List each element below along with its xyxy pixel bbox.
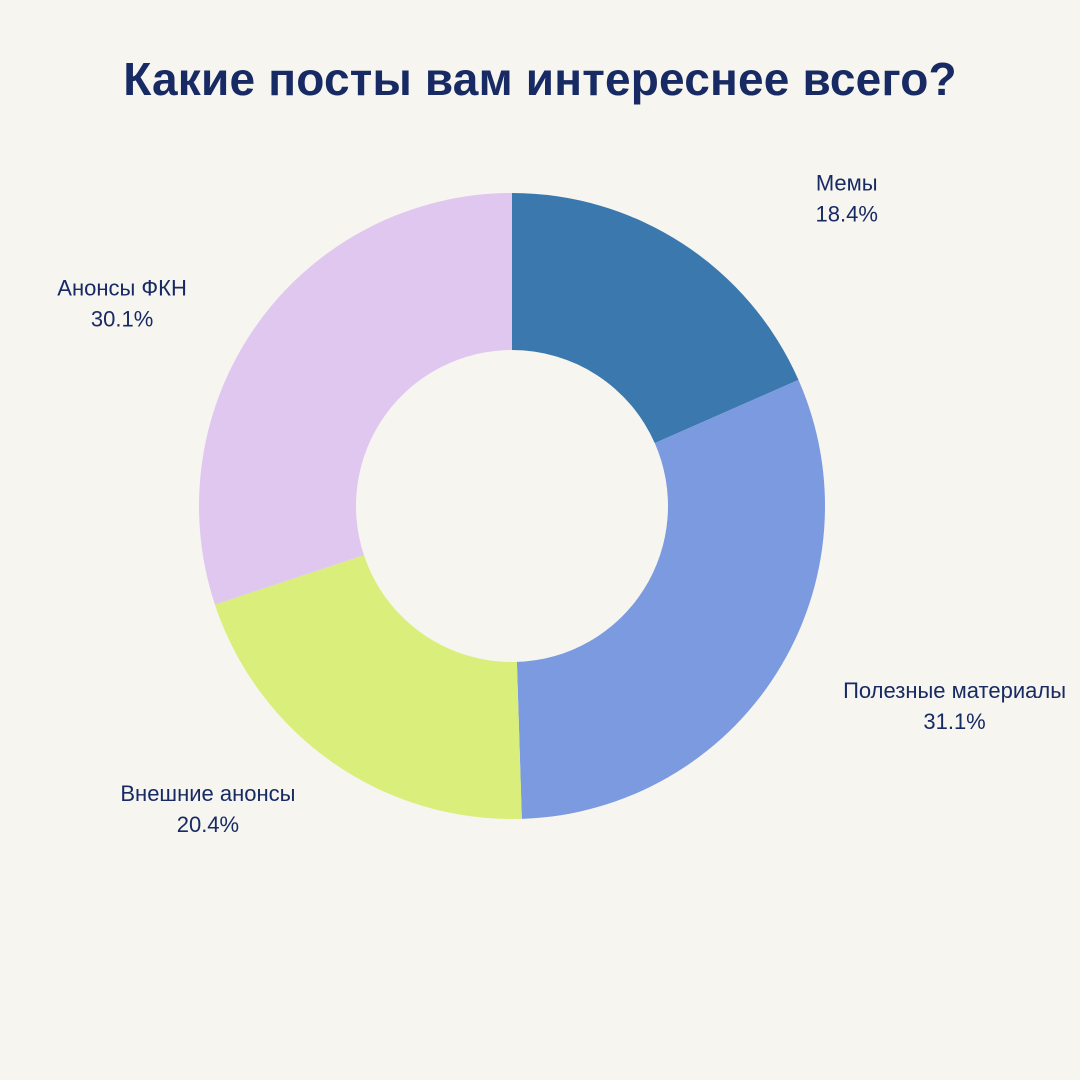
slice-label-name: Анонсы ФКН	[57, 275, 187, 300]
slice-label-1: Полезные материалы 31.1%	[843, 678, 1066, 734]
chart-title: Какие посты вам интереснее всего?	[123, 53, 957, 105]
slice-label-0: Мемы 18.4%	[816, 170, 878, 226]
slice-label-name: Полезные материалы	[843, 678, 1066, 703]
slice-label-name: Мемы	[816, 170, 878, 195]
slice-2	[214, 555, 522, 819]
slice-label-value: 31.1%	[923, 709, 985, 734]
donut-slices	[199, 193, 825, 819]
slice-label-value: 30.1%	[91, 306, 153, 331]
slice-0	[512, 193, 799, 444]
slice-label-value: 20.4%	[177, 812, 239, 837]
slice-label-3: Анонсы ФКН 30.1%	[57, 275, 187, 331]
slice-1	[516, 379, 825, 819]
slice-label-2: Внешние анонсы 20.4%	[120, 781, 295, 837]
slice-label-value: 18.4%	[816, 201, 878, 226]
slice-labels: Мемы 18.4% Полезные материалы 31.1% Внешние …	[57, 170, 1066, 837]
slice-label-name: Внешние анонсы	[120, 781, 295, 806]
slice-3	[199, 193, 512, 605]
